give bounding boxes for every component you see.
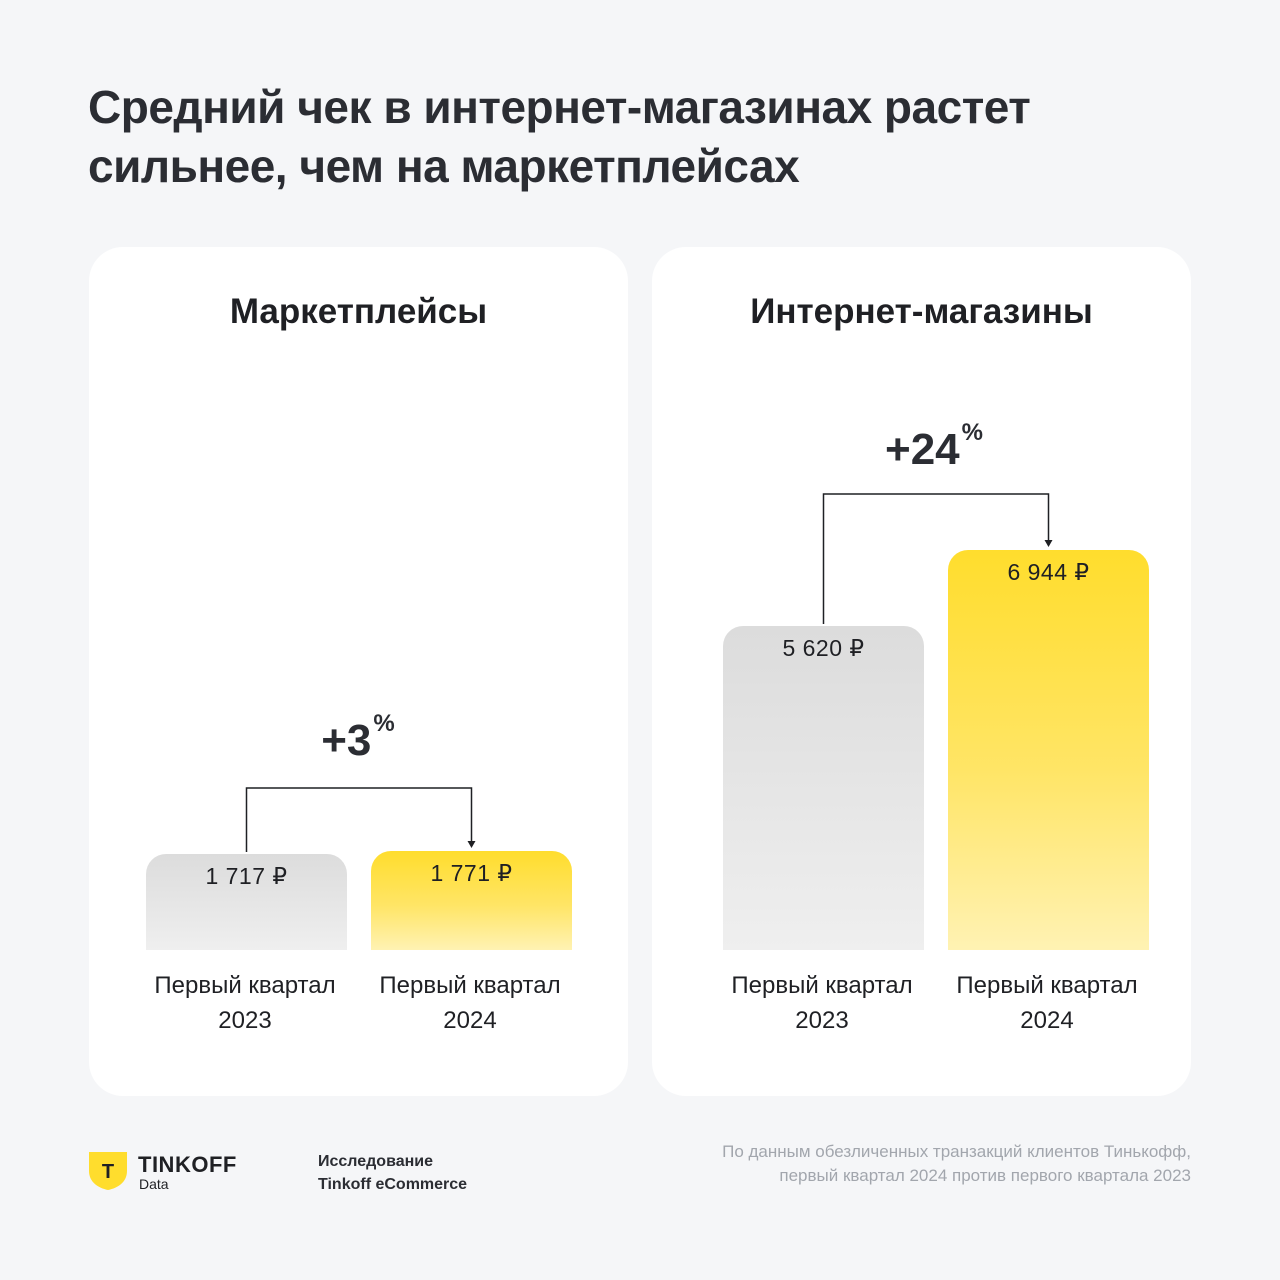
marketplaces-panel [89,247,628,1096]
bar-value-label: 1 717 ₽ [205,863,288,889]
category-label-year: 2023 [218,1007,272,1034]
category-label-year: 2023 [795,1007,849,1034]
marketplaces-panel-title: Маркетплейсы [229,292,488,331]
brand-subtitle: Data [139,1176,169,1192]
bar-value-label: 1 771 ₽ [430,860,513,886]
category-label-line1: Первый квартал [956,972,1138,999]
source-note: По данным обезличенных транзакций клиент… [571,1140,1191,1188]
logo-letter: Т [102,1161,114,1183]
tinkoff-shield-logo-icon: Т [89,1152,127,1190]
change-unit: % [373,710,395,737]
bar-marketplaces-2024: 1 771 ₽ [371,851,572,950]
bar-value-label: 5 620 ₽ [782,635,865,661]
change-percent-marketplaces: +3% [258,710,458,766]
category-label-year: 2024 [1020,1007,1074,1034]
page-title: Средний чек в интернет-магазинах растет … [88,81,1031,192]
study-label: Исследование Tinkoff eCommerce [318,1150,467,1196]
study-line2: Tinkoff eCommerce [318,1176,468,1193]
change-value: +24 [885,425,960,474]
bar-value-label: 6 944 ₽ [1007,559,1090,585]
category-label-year: 2024 [443,1007,497,1034]
bar-marketplaces-2023: 1 717 ₽ [146,854,347,950]
bar-online-stores-2024: 6 944 ₽ [948,550,1149,950]
change-unit: % [961,419,983,446]
change-percent-online-stores: +24% [834,419,1034,475]
category-label-online-stores-2024: Первый квартал 2024 [927,968,1167,1038]
category-label-marketplaces-2024: Первый квартал 2024 [350,968,590,1038]
online-stores-panel-title: Интернет-магазины [750,292,1093,331]
change-value: +3 [321,716,372,765]
category-label-line1: Первый квартал [731,972,913,999]
study-line1: Исследование [318,1153,433,1170]
bar-online-stores-2023: 5 620 ₽ [723,626,924,950]
category-label-online-stores-2023: Первый квартал 2023 [702,968,942,1038]
source-line2: первый квартал 2024 против первого кварт… [779,1166,1191,1185]
category-label-line1: Первый квартал [379,972,561,999]
brand-name: TINKOFF [138,1152,237,1177]
source-line1: По данным обезличенных транзакций клиент… [722,1142,1191,1161]
category-label-line1: Первый квартал [154,972,336,999]
category-label-marketplaces-2023: Первый квартал 2023 [125,968,365,1038]
